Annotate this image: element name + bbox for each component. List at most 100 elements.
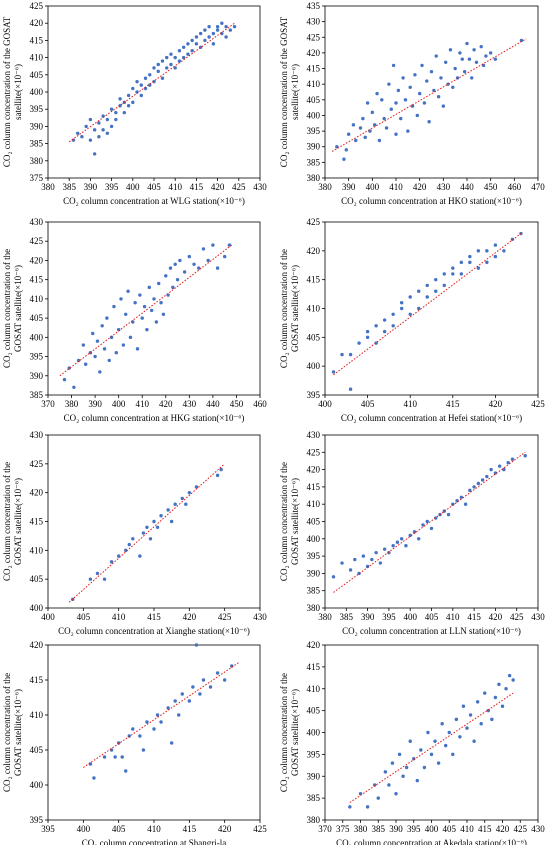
data-point (365, 329, 370, 334)
x-tick-label: 400 (318, 399, 332, 409)
scatter-panel-xianghe: 400 405 410 415 420 425 430 400 405 410 415 420 425 4… (2, 430, 267, 636)
y-tick-label: 420 (307, 246, 321, 256)
x-tick-label: 395 (105, 182, 119, 192)
data-point (148, 83, 152, 87)
data-point (169, 52, 173, 56)
data-point (215, 473, 220, 478)
y-tick-label: 425 (307, 217, 321, 227)
y-tick-label: 410 (30, 710, 44, 720)
x-tick-label: 460 (508, 182, 522, 192)
data-point (470, 76, 474, 80)
y-axis-label: GOSAT satellite(×10⁻⁶) (13, 265, 23, 352)
data-point (451, 752, 455, 757)
y-tick-label: 420 (307, 640, 321, 650)
data-point (383, 770, 388, 774)
data-point (182, 270, 187, 274)
data-point (120, 755, 124, 759)
data-point (480, 478, 485, 482)
data-point (394, 101, 398, 105)
data-point (453, 66, 457, 71)
data-point (124, 312, 128, 316)
data-point (227, 243, 232, 247)
data-point (442, 272, 446, 276)
data-point (399, 306, 404, 311)
y-tick-label: 390 (307, 568, 321, 578)
data-point (80, 135, 84, 139)
data-point (186, 52, 190, 56)
data-point (102, 577, 107, 581)
data-point (463, 502, 468, 506)
x-tick-label: 420 (183, 612, 197, 622)
data-point (105, 131, 110, 135)
data-point (382, 318, 387, 322)
y-tick-label: 405 (307, 332, 321, 342)
data-point (166, 508, 170, 512)
data-point (474, 60, 479, 64)
data-point (190, 38, 194, 43)
x-tick-label: 425 (510, 612, 524, 622)
x-tick-label: 370 (41, 399, 55, 409)
y-tick-label: 410 (30, 53, 44, 63)
data-point (391, 324, 395, 328)
plot-frame (47, 644, 261, 821)
y-tick-label: 415 (307, 64, 321, 74)
x-tick-label: 440 (460, 182, 474, 192)
data-point (395, 540, 400, 544)
data-point (102, 347, 107, 351)
y-tick-label: 420 (307, 48, 321, 58)
data-point (140, 316, 144, 320)
data-point (374, 550, 378, 555)
data-point (376, 796, 380, 800)
data-point (358, 126, 363, 130)
data-point (348, 387, 353, 391)
data-point (194, 485, 199, 489)
y-tick-label: 425 (30, 236, 44, 246)
x-axis-label: CO₂ column concentration at WLG station(… (63, 196, 245, 206)
y-tick-label: 385 (30, 390, 44, 400)
x-tick-label: 375 (336, 824, 350, 834)
y-tick-label: 405 (307, 517, 321, 527)
y-tick-label: 415 (307, 662, 321, 672)
data-point (159, 514, 163, 518)
data-point (408, 85, 412, 90)
x-tick-label: 410 (168, 182, 182, 192)
data-point (397, 752, 402, 757)
data-point (468, 254, 472, 259)
data-point (404, 765, 409, 770)
data-point (224, 35, 228, 39)
data-point (488, 51, 493, 55)
x-tick-label: 395 (382, 612, 396, 622)
y-tick-label: 400 (307, 361, 321, 371)
x-tick-label: 380 (41, 182, 55, 192)
data-point (190, 49, 194, 53)
data-point (169, 741, 174, 745)
data-point (331, 575, 336, 579)
data-point (152, 66, 156, 70)
data-point (171, 285, 175, 290)
y-tick-label: 395 (307, 126, 321, 136)
y-tick-label: 425 (307, 32, 321, 42)
data-point (427, 120, 431, 124)
data-point (92, 128, 97, 132)
data-point (468, 488, 472, 493)
data-point (180, 496, 184, 501)
data-point (107, 358, 111, 363)
data-point (387, 783, 391, 787)
data-point (382, 547, 387, 551)
y-tick-label: 400 (307, 728, 321, 738)
y-tick-label: 425 (30, 1, 44, 11)
data-point (105, 316, 109, 320)
x-tick-label: 385 (62, 182, 76, 192)
data-point (92, 152, 97, 156)
trend-line (331, 38, 527, 152)
y-tick-label: 395 (307, 390, 321, 400)
data-point (208, 685, 213, 689)
y-tick-label: 395 (30, 815, 44, 825)
data-point (348, 352, 353, 357)
data-point (197, 266, 201, 270)
data-point (177, 49, 182, 53)
data-point (425, 79, 429, 83)
data-point (169, 62, 173, 67)
data-point (194, 42, 199, 46)
data-point (429, 526, 434, 531)
